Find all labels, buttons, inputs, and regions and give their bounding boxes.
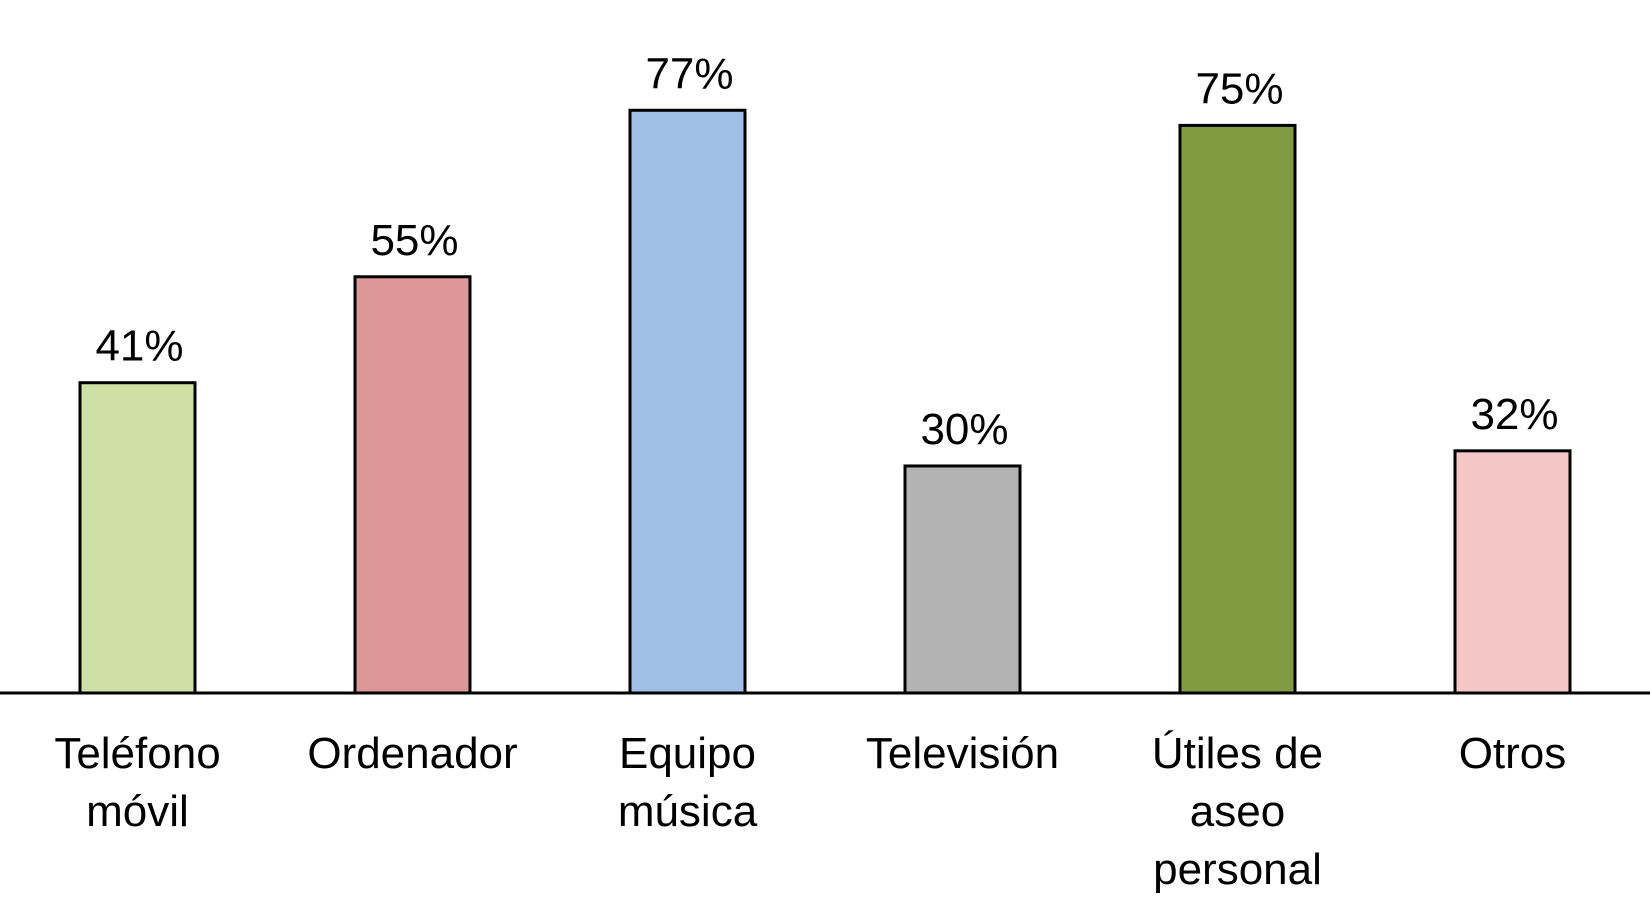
category-label-2: Equipo música [618, 729, 758, 836]
value-label-3: 30% [920, 405, 1008, 454]
category-label-1: Ordenador [307, 729, 517, 778]
value-label-4: 75% [1195, 64, 1283, 113]
category-label-0: Teléfono móvil [54, 729, 220, 836]
value-label-2: 77% [645, 49, 733, 98]
bar-5 [1453, 449, 1572, 695]
bar-1 [353, 275, 472, 695]
bar-2 [628, 108, 747, 695]
bars-group [78, 108, 1572, 695]
category-label-5: Otros [1459, 729, 1567, 778]
value-label-5: 32% [1470, 390, 1558, 439]
value-labels-group: 41% 55% 77% 30% 75% 32% [95, 49, 1558, 454]
value-label-0: 41% [95, 322, 183, 371]
bar-4 [1178, 123, 1297, 695]
value-label-1: 55% [370, 216, 458, 265]
bar-0 [78, 381, 197, 695]
bar-3 [903, 464, 1022, 695]
category-label-4: Útiles de aseo personal [1152, 729, 1323, 894]
category-labels-group: Teléfono móvil Ordenador Equipo música Televi… [54, 729, 1566, 894]
category-label-3: Televisión [866, 729, 1059, 778]
